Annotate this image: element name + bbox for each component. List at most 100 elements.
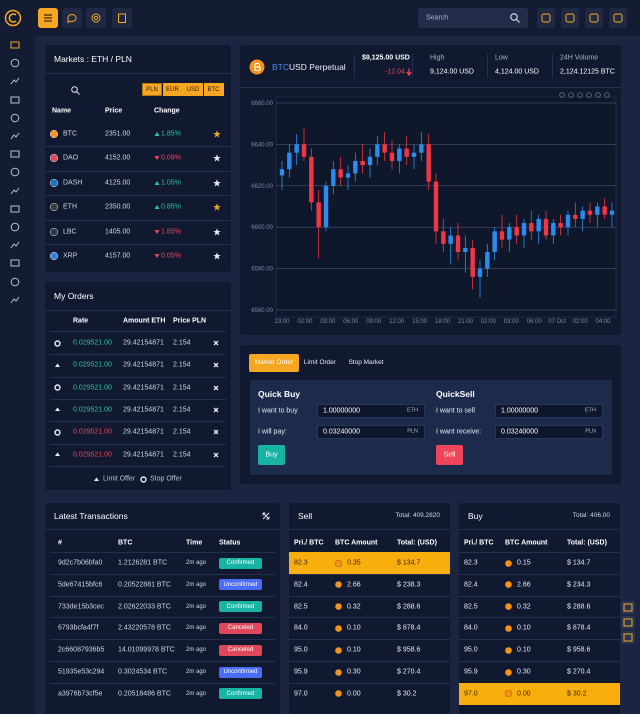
expand-icon bbox=[262, 512, 270, 520]
sell-book-panel: Sell Total: 409.2820 Pri./ BTC BTC Amount To… bbox=[289, 503, 450, 714]
top-button-icon bbox=[91, 13, 101, 23]
candle-body bbox=[602, 206, 607, 215]
icon-shape bbox=[541, 13, 551, 23]
search-box[interactable]: Search bbox=[418, 8, 528, 28]
tx-time: 2m ago bbox=[186, 603, 207, 610]
input-field[interactable]: 1.00000000 ETH bbox=[495, 404, 603, 418]
currency-tab[interactable]: PLN bbox=[142, 83, 162, 96]
top-icon-button[interactable] bbox=[561, 8, 579, 28]
book-amount: 0.00 bbox=[517, 690, 531, 698]
favorite-star bbox=[213, 252, 221, 260]
book-amount: 0.10 bbox=[517, 646, 531, 654]
coin bbox=[505, 668, 512, 676]
order-amount: 29.42154871 bbox=[123, 451, 164, 458]
sidebar-icon bbox=[10, 41, 20, 49]
currency-tab[interactable]: USD bbox=[183, 83, 203, 96]
column-header: Pri./ BTC bbox=[464, 539, 494, 547]
order-tab[interactable]: Market Order bbox=[249, 354, 299, 372]
candle-body bbox=[551, 223, 556, 236]
buy-button[interactable]: Buy bbox=[258, 445, 285, 465]
logo-ring bbox=[4, 9, 22, 27]
icon-shape bbox=[10, 187, 20, 194]
coin-change: 0.85% bbox=[161, 203, 181, 211]
coin bbox=[335, 646, 342, 654]
candle-body bbox=[323, 185, 329, 228]
order-tab[interactable]: Stop Market bbox=[344, 354, 388, 372]
coin-icon bbox=[505, 668, 512, 676]
coin-icon bbox=[335, 559, 342, 567]
stat-divider bbox=[552, 54, 553, 78]
candle-body bbox=[492, 231, 497, 253]
top-icon-button[interactable] bbox=[609, 8, 627, 28]
sell-button[interactable]: Sell bbox=[436, 445, 463, 465]
legend-label: Stop Offer bbox=[150, 475, 182, 483]
x-tick-label: 06:00 bbox=[343, 319, 359, 325]
candle-body bbox=[433, 181, 439, 232]
icon-shape bbox=[10, 168, 20, 177]
divider bbox=[50, 573, 275, 575]
star bbox=[213, 154, 221, 162]
input-field[interactable]: 1.00000000 ETH bbox=[317, 404, 425, 418]
input-unit: ETH bbox=[585, 407, 596, 414]
x-tick-label: 18:00 bbox=[435, 319, 451, 325]
book-price: 82.3 bbox=[464, 559, 478, 567]
candle-body bbox=[404, 148, 409, 157]
change-arrow bbox=[154, 254, 160, 258]
handle bbox=[76, 91, 80, 95]
currency-tab-label: EUR bbox=[166, 86, 179, 93]
column-header: Total: (USD) bbox=[397, 539, 437, 547]
divider bbox=[50, 661, 275, 662]
coin-price: 4152.00 bbox=[105, 154, 131, 162]
order-tab[interactable]: Limit Order bbox=[299, 354, 341, 372]
status-label: Confirmed bbox=[226, 603, 255, 610]
top-button[interactable] bbox=[86, 8, 106, 28]
candlestick-chart: 6560.00 6580.00 6600.00 6620.00 6640.00 6660.… bbox=[251, 92, 617, 325]
order-price: 2.154 bbox=[173, 361, 191, 369]
tx-hash: 5de67415bfc6 bbox=[58, 581, 103, 589]
currency-tab[interactable]: EUR bbox=[162, 83, 183, 96]
icon-shape bbox=[10, 150, 20, 158]
order-rate: 0.029521.00 bbox=[73, 451, 112, 458]
top-button[interactable] bbox=[112, 8, 132, 28]
coin-icon bbox=[50, 130, 58, 138]
highlight-row bbox=[289, 552, 450, 574]
coin bbox=[50, 227, 58, 236]
candle-body bbox=[565, 214, 571, 228]
divider bbox=[289, 529, 450, 530]
book-price: 95.9 bbox=[464, 668, 478, 676]
divider bbox=[289, 661, 450, 662]
icon-shape bbox=[10, 132, 20, 140]
star bbox=[213, 130, 221, 138]
search-icon bbox=[510, 13, 520, 23]
top-icon-button[interactable] bbox=[537, 8, 555, 28]
candle-body bbox=[360, 160, 365, 166]
arrow bbox=[154, 156, 160, 161]
divider bbox=[289, 639, 450, 641]
icon-at bbox=[91, 13, 101, 23]
status-label: Confirmed bbox=[226, 560, 255, 566]
sidebar-icon bbox=[10, 132, 20, 140]
input-field[interactable]: 0.03240000 PLN bbox=[317, 425, 425, 439]
buy-book-panel: Buy Total: 406.00 Pri./ BTC BTC Amount Total… bbox=[459, 503, 620, 714]
divider bbox=[50, 682, 275, 684]
favorite-star bbox=[213, 154, 221, 162]
top-icon-button[interactable] bbox=[585, 8, 603, 28]
chart-tool bbox=[586, 92, 592, 98]
limit-icon bbox=[55, 363, 60, 367]
currency-tab[interactable]: BTC bbox=[203, 83, 224, 96]
column-header: Rate bbox=[73, 317, 89, 325]
change-arrow bbox=[154, 205, 160, 210]
top-button[interactable] bbox=[62, 8, 82, 28]
stat-label: Low bbox=[495, 54, 508, 62]
chart-tool bbox=[559, 92, 565, 98]
y-tick-label: 6660.00 bbox=[251, 101, 273, 107]
top-button[interactable] bbox=[38, 8, 58, 28]
transactions-panel: Latest Transactions # BTC Time Status 9d2c7b0… bbox=[45, 503, 280, 714]
divider bbox=[50, 376, 226, 378]
coin bbox=[505, 603, 512, 610]
icon-chat bbox=[67, 13, 77, 23]
quick-title: QuickSell bbox=[436, 388, 475, 399]
input-field[interactable]: 0.03240000 PLN bbox=[495, 425, 603, 439]
icon-shape bbox=[10, 41, 20, 49]
candle-body bbox=[287, 152, 292, 170]
